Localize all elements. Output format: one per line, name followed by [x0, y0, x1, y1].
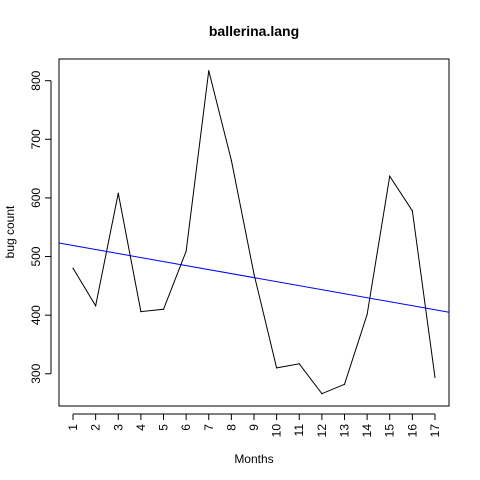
chart-title: ballerina.lang [209, 23, 299, 39]
data-point [343, 383, 346, 385]
x-tick-label: 6 [179, 424, 193, 431]
x-tick-label: 3 [111, 424, 125, 431]
trend-line [58, 242, 450, 313]
x-tick-label: 8 [224, 424, 238, 431]
x-axis-label: Months [234, 452, 273, 466]
data-point [389, 175, 391, 177]
data-point [411, 210, 413, 212]
x-tick-label: 4 [134, 424, 148, 431]
data-point [140, 311, 142, 313]
x-tick-label: 13 [337, 424, 351, 438]
x-tick-label: 1 [66, 424, 80, 431]
x-tick-label: 5 [157, 424, 171, 431]
x-tick-label: 12 [315, 424, 329, 438]
x-tick-label: 16 [405, 424, 419, 438]
y-tick-label: 600 [29, 188, 43, 208]
trend-layer [58, 242, 450, 313]
x-tick-label: 7 [202, 424, 216, 431]
y-tick-label: 300 [29, 363, 43, 383]
x-axis: 1 2 3 4 5 6 7 8 9 10 11 12 13 14 15 16 17 [66, 413, 442, 438]
data-point [253, 273, 255, 275]
x-tick-label: 10 [270, 424, 284, 438]
data-point [366, 313, 368, 316]
x-tick-label: 2 [89, 424, 103, 431]
data-point [230, 159, 232, 162]
x-tick-label: 9 [247, 424, 261, 431]
data-point [276, 367, 278, 369]
data-point [321, 393, 323, 395]
x-tick-label: 14 [360, 424, 374, 438]
x-tick-label: 17 [428, 424, 442, 438]
data-point [95, 305, 97, 307]
data-point [117, 192, 119, 194]
series-layer [72, 70, 436, 395]
data-point [72, 267, 74, 269]
data-point [298, 363, 300, 365]
data-point [162, 308, 165, 310]
y-tick-label: 500 [29, 246, 43, 266]
y-tick-label: 800 [29, 70, 43, 90]
x-tick-label: 15 [383, 424, 397, 438]
data-point [208, 70, 210, 72]
data-point [434, 376, 436, 378]
plot-area-border [58, 58, 450, 407]
y-tick-label: 400 [29, 305, 43, 325]
y-tick-label: 700 [29, 129, 43, 149]
x-tick-label: 11 [292, 424, 306, 437]
series-line [72, 70, 436, 395]
y-axis: 300 400 500 600 700 800 [29, 70, 52, 384]
data-point [185, 250, 187, 252]
y-axis-label: bug count [3, 205, 17, 258]
